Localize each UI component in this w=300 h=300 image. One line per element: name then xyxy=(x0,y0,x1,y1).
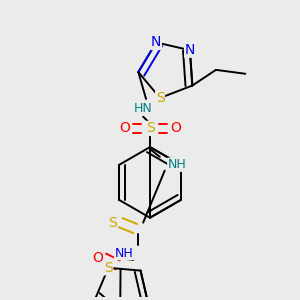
Text: S: S xyxy=(146,122,154,135)
Text: HN: HN xyxy=(134,102,152,115)
Text: N: N xyxy=(185,43,195,57)
Text: S: S xyxy=(104,261,113,275)
Text: O: O xyxy=(170,122,181,135)
Text: S: S xyxy=(108,216,117,230)
Text: NH: NH xyxy=(115,247,133,260)
Text: O: O xyxy=(92,251,104,265)
Text: N: N xyxy=(151,35,161,50)
Text: O: O xyxy=(119,122,130,135)
Text: NH: NH xyxy=(168,158,186,171)
Text: S: S xyxy=(156,91,164,105)
